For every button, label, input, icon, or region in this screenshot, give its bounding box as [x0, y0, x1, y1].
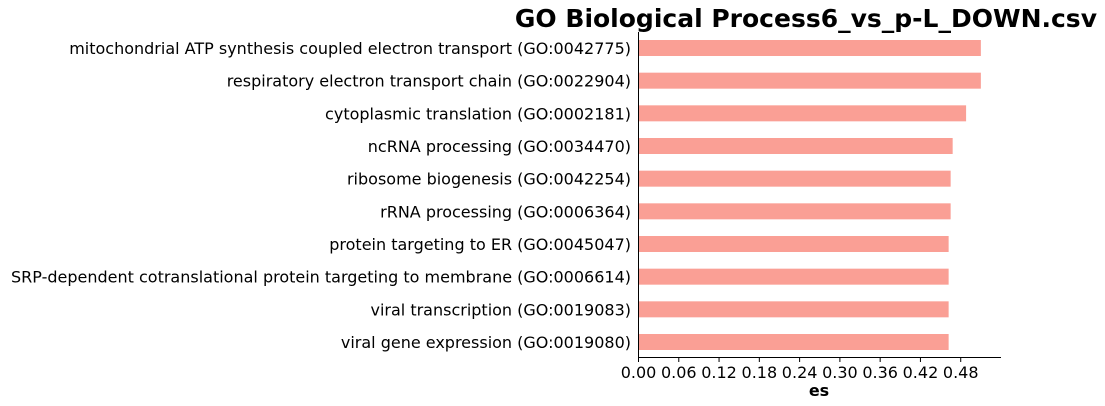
bar	[638, 203, 951, 220]
category-label: ribosome biogenesis (GO:0042254)	[347, 170, 631, 189]
bar	[638, 334, 949, 350]
bar	[638, 268, 949, 285]
category-label: viral transcription (GO:0019083)	[370, 300, 631, 319]
x-tick-label: 0.00	[621, 363, 657, 382]
x-ticks: 0.00 0.06 0.12 0.18 0.24 0.30 0.36 0.42 0.48	[621, 358, 979, 382]
bar	[638, 236, 949, 252]
bar	[638, 40, 981, 56]
category-label: cytoplasmic translation (GO:0002181)	[325, 104, 631, 123]
x-tick-label: 0.06	[661, 363, 697, 382]
category-label: protein targeting to ER (GO:0045047)	[329, 235, 631, 254]
category-label: rRNA processing (GO:0006364)	[380, 202, 631, 221]
x-tick-label: 0.30	[822, 363, 858, 382]
bar	[638, 72, 981, 89]
x-tick-label: 0.36	[862, 363, 898, 382]
bar	[638, 170, 951, 187]
x-tick-label: 0.24	[782, 363, 818, 382]
x-tick-label: 0.18	[742, 363, 778, 382]
x-axis-title: es	[809, 381, 829, 400]
chart-title: GO Biological Process6_vs_p-L_DOWN.csv	[515, 4, 1097, 33]
bar	[638, 105, 967, 122]
x-tick-label: 0.48	[943, 363, 979, 382]
x-tick-label: 0.42	[903, 363, 939, 382]
x-tick-label: 0.12	[701, 363, 737, 382]
category-label: ncRNA processing (GO:0034470)	[368, 137, 631, 156]
category-label: mitochondrial ATP synthesis coupled elec…	[69, 39, 631, 58]
category-labels: mitochondrial ATP synthesis coupled elec…	[11, 39, 631, 352]
bar	[638, 138, 953, 154]
bar	[638, 301, 949, 318]
category-label: respiratory electron transport chain (GO…	[227, 72, 631, 91]
bars-group	[638, 40, 981, 350]
category-label: viral gene expression (GO:0019080)	[341, 333, 631, 352]
category-label: SRP-dependent cotranslational protein ta…	[11, 268, 631, 287]
